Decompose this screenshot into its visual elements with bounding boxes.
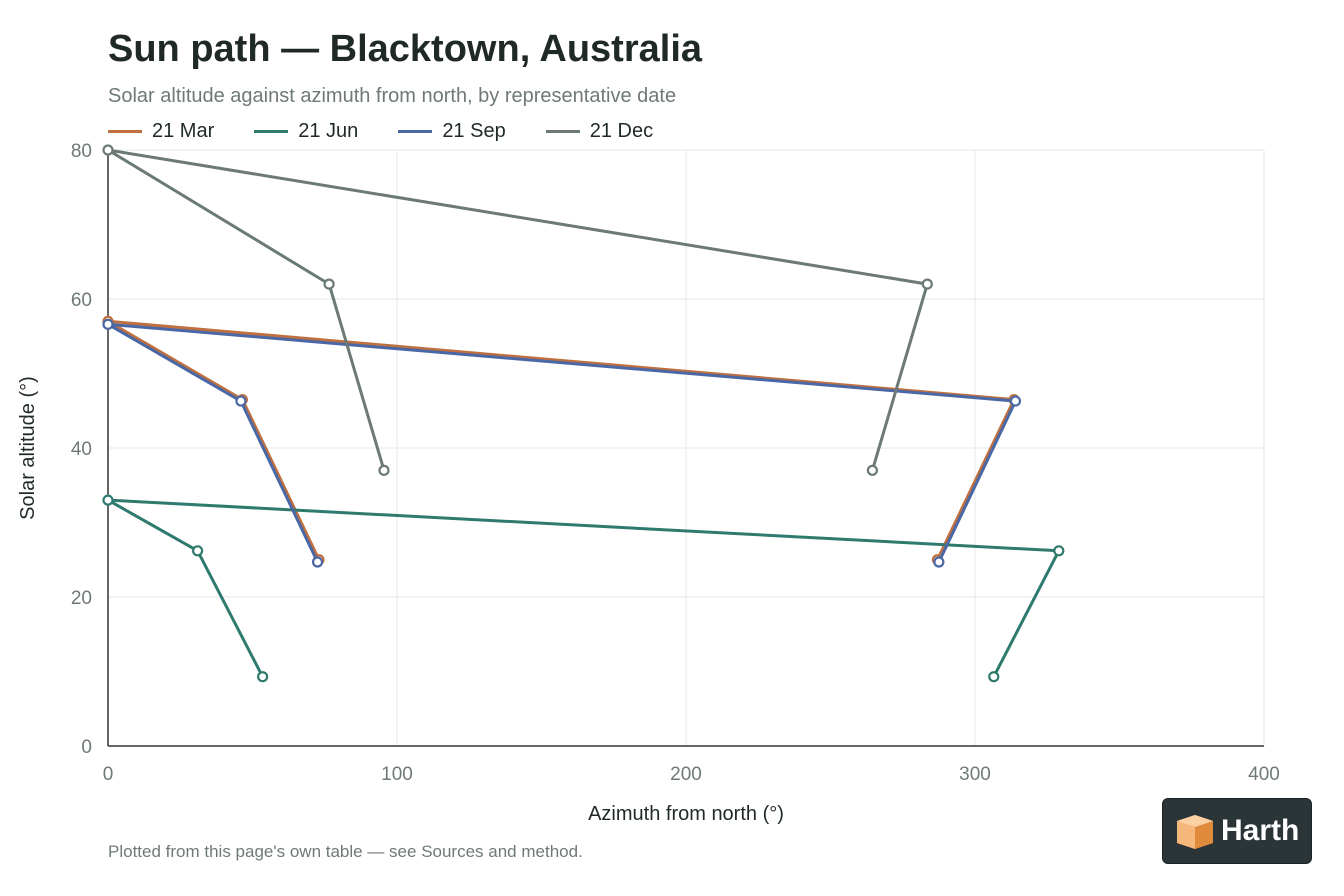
legend-swatch xyxy=(545,130,580,133)
chart-subtitle: Solar altitude against azimuth from nort… xyxy=(108,85,677,107)
series-21-jun xyxy=(102,494,1065,683)
x-tick-label: 100 xyxy=(381,764,413,785)
series-21-dec xyxy=(102,144,933,476)
series-layer xyxy=(102,144,1065,683)
legend-item-21-jun[interactable]: 21 Jun xyxy=(254,120,358,143)
legend-label: 21 Jun xyxy=(298,120,359,142)
series-line xyxy=(106,148,929,472)
y-tick-label: 60 xyxy=(71,290,92,311)
y-tick-label: 20 xyxy=(71,588,92,609)
data-point xyxy=(102,318,114,330)
data-point xyxy=(378,464,390,476)
footnote: Plotted from this page's own table — see… xyxy=(108,842,583,861)
axis-layer: 0 20 40 60 80 0 100 200 300 400 xyxy=(71,141,1280,785)
series-line xyxy=(106,498,1061,679)
x-tick-label: 200 xyxy=(670,764,702,785)
legend-item-21-dec[interactable]: 21 Dec xyxy=(545,120,654,143)
legend-label: 21 Dec xyxy=(589,120,654,142)
legend-item-21-mar[interactable]: 21 Mar xyxy=(108,120,214,143)
data-point xyxy=(311,556,324,568)
data-point xyxy=(1053,545,1065,557)
x-tick-label: 300 xyxy=(959,764,991,785)
series-21-sep xyxy=(102,318,1022,568)
data-point xyxy=(921,278,933,290)
y-tick-label: 40 xyxy=(71,439,92,460)
y-tick-label: 0 xyxy=(81,737,92,758)
legend-item-21-sep[interactable]: 21 Sep xyxy=(398,120,506,143)
x-tick-label: 400 xyxy=(1248,764,1280,785)
legend-swatch xyxy=(398,130,433,133)
legend-swatch xyxy=(108,130,142,133)
legend-label: 21 Mar xyxy=(152,120,215,142)
legend-swatch xyxy=(254,130,289,133)
chart-legend: 21 Mar 21 Jun 21 Sep 21 Dec xyxy=(108,120,693,143)
harth-logo[interactable]: Harth xyxy=(1162,798,1312,864)
y-axis-label: Solar altitude (°) xyxy=(17,376,39,520)
data-point xyxy=(933,556,945,568)
data-point xyxy=(1009,395,1022,407)
y-tick-label: 80 xyxy=(71,141,92,162)
data-point xyxy=(102,494,114,506)
logo-wordmark: Harth xyxy=(1221,814,1300,847)
legend-label: 21 Sep xyxy=(442,120,506,142)
data-point xyxy=(257,671,269,683)
data-point xyxy=(866,464,879,476)
data-point xyxy=(988,671,1000,683)
grid-layer xyxy=(108,149,1265,746)
data-point xyxy=(323,278,335,290)
x-tick-label: 0 xyxy=(103,764,114,785)
chart-title: Sun path — Blacktown, Australia xyxy=(108,28,703,70)
cube-logo-icon xyxy=(1177,815,1213,849)
data-point xyxy=(235,395,247,407)
x-axis-label: Azimuth from north (°) xyxy=(588,803,784,825)
data-point xyxy=(102,144,114,156)
data-point xyxy=(191,545,204,557)
